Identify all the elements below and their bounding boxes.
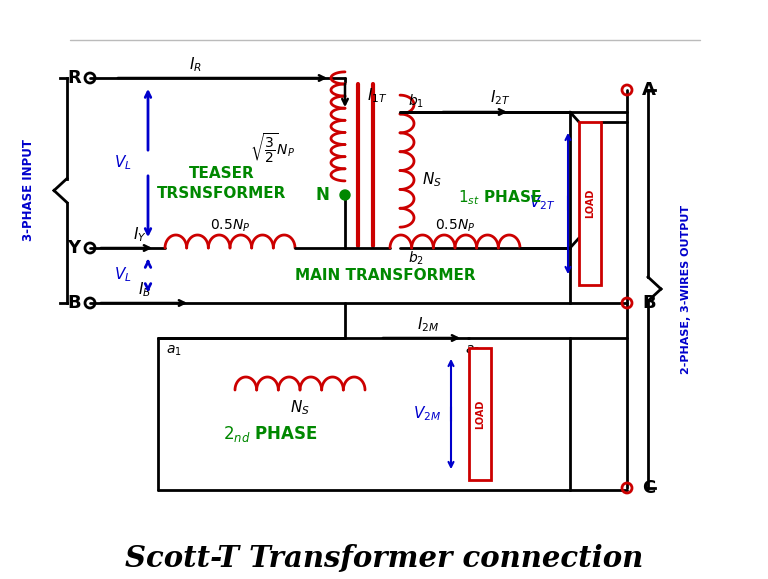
Text: $I_{1T}$: $I_{1T}$	[367, 87, 388, 105]
Text: MAIN TRANSFORMER: MAIN TRANSFORMER	[295, 267, 475, 283]
Text: $V_{2T}$: $V_{2T}$	[528, 193, 555, 212]
Text: LOAD: LOAD	[475, 400, 485, 428]
Text: 3-PHASE INPUT: 3-PHASE INPUT	[22, 139, 35, 241]
Text: TRSNSFORMER: TRSNSFORMER	[157, 185, 286, 200]
Text: A: A	[642, 81, 656, 99]
Text: TEASER: TEASER	[189, 166, 255, 181]
Text: $b_2$: $b_2$	[408, 250, 424, 267]
Text: 2-PHASE, 3-WIRES OUTPUT: 2-PHASE, 3-WIRES OUTPUT	[681, 204, 691, 373]
Text: $I_R$: $I_R$	[189, 56, 201, 74]
Text: R: R	[67, 69, 81, 87]
Text: $N_S$: $N_S$	[290, 399, 310, 417]
Text: $a_1$: $a_1$	[166, 344, 182, 358]
Text: N: N	[315, 186, 329, 204]
Text: $0.5N_P$: $0.5N_P$	[435, 218, 475, 234]
Text: B: B	[67, 294, 81, 312]
Text: $V_L$: $V_L$	[114, 153, 132, 173]
Text: $I_B$: $I_B$	[138, 281, 151, 299]
Text: Scott-T Transformer connection: Scott-T Transformer connection	[125, 544, 643, 573]
Text: $\sqrt{\dfrac{3}{2}}N_P$: $\sqrt{\dfrac{3}{2}}N_P$	[250, 131, 295, 165]
Text: B: B	[642, 294, 656, 312]
Text: $V_{2M}$: $V_{2M}$	[413, 405, 441, 423]
Bar	[579, 122, 601, 285]
Text: $I_{2M}$: $I_{2M}$	[417, 316, 439, 334]
Text: LOAD: LOAD	[585, 188, 595, 218]
Text: C: C	[642, 479, 655, 497]
Text: $I_{2T}$: $I_{2T}$	[490, 89, 510, 107]
Text: $b_1$: $b_1$	[408, 92, 424, 109]
Text: $N_S$: $N_S$	[422, 171, 442, 189]
Circle shape	[340, 190, 350, 200]
Text: $2_{nd}$ PHASE: $2_{nd}$ PHASE	[223, 424, 317, 444]
Text: $a_2$: $a_2$	[465, 344, 481, 358]
Text: Y: Y	[68, 239, 81, 257]
Text: $I_Y$: $I_Y$	[133, 226, 147, 244]
Bar	[469, 348, 491, 480]
Text: $V_L$: $V_L$	[114, 266, 132, 284]
Text: $1_{st}$ PHASE: $1_{st}$ PHASE	[458, 189, 541, 207]
Text: $0.5N_P$: $0.5N_P$	[210, 218, 250, 234]
